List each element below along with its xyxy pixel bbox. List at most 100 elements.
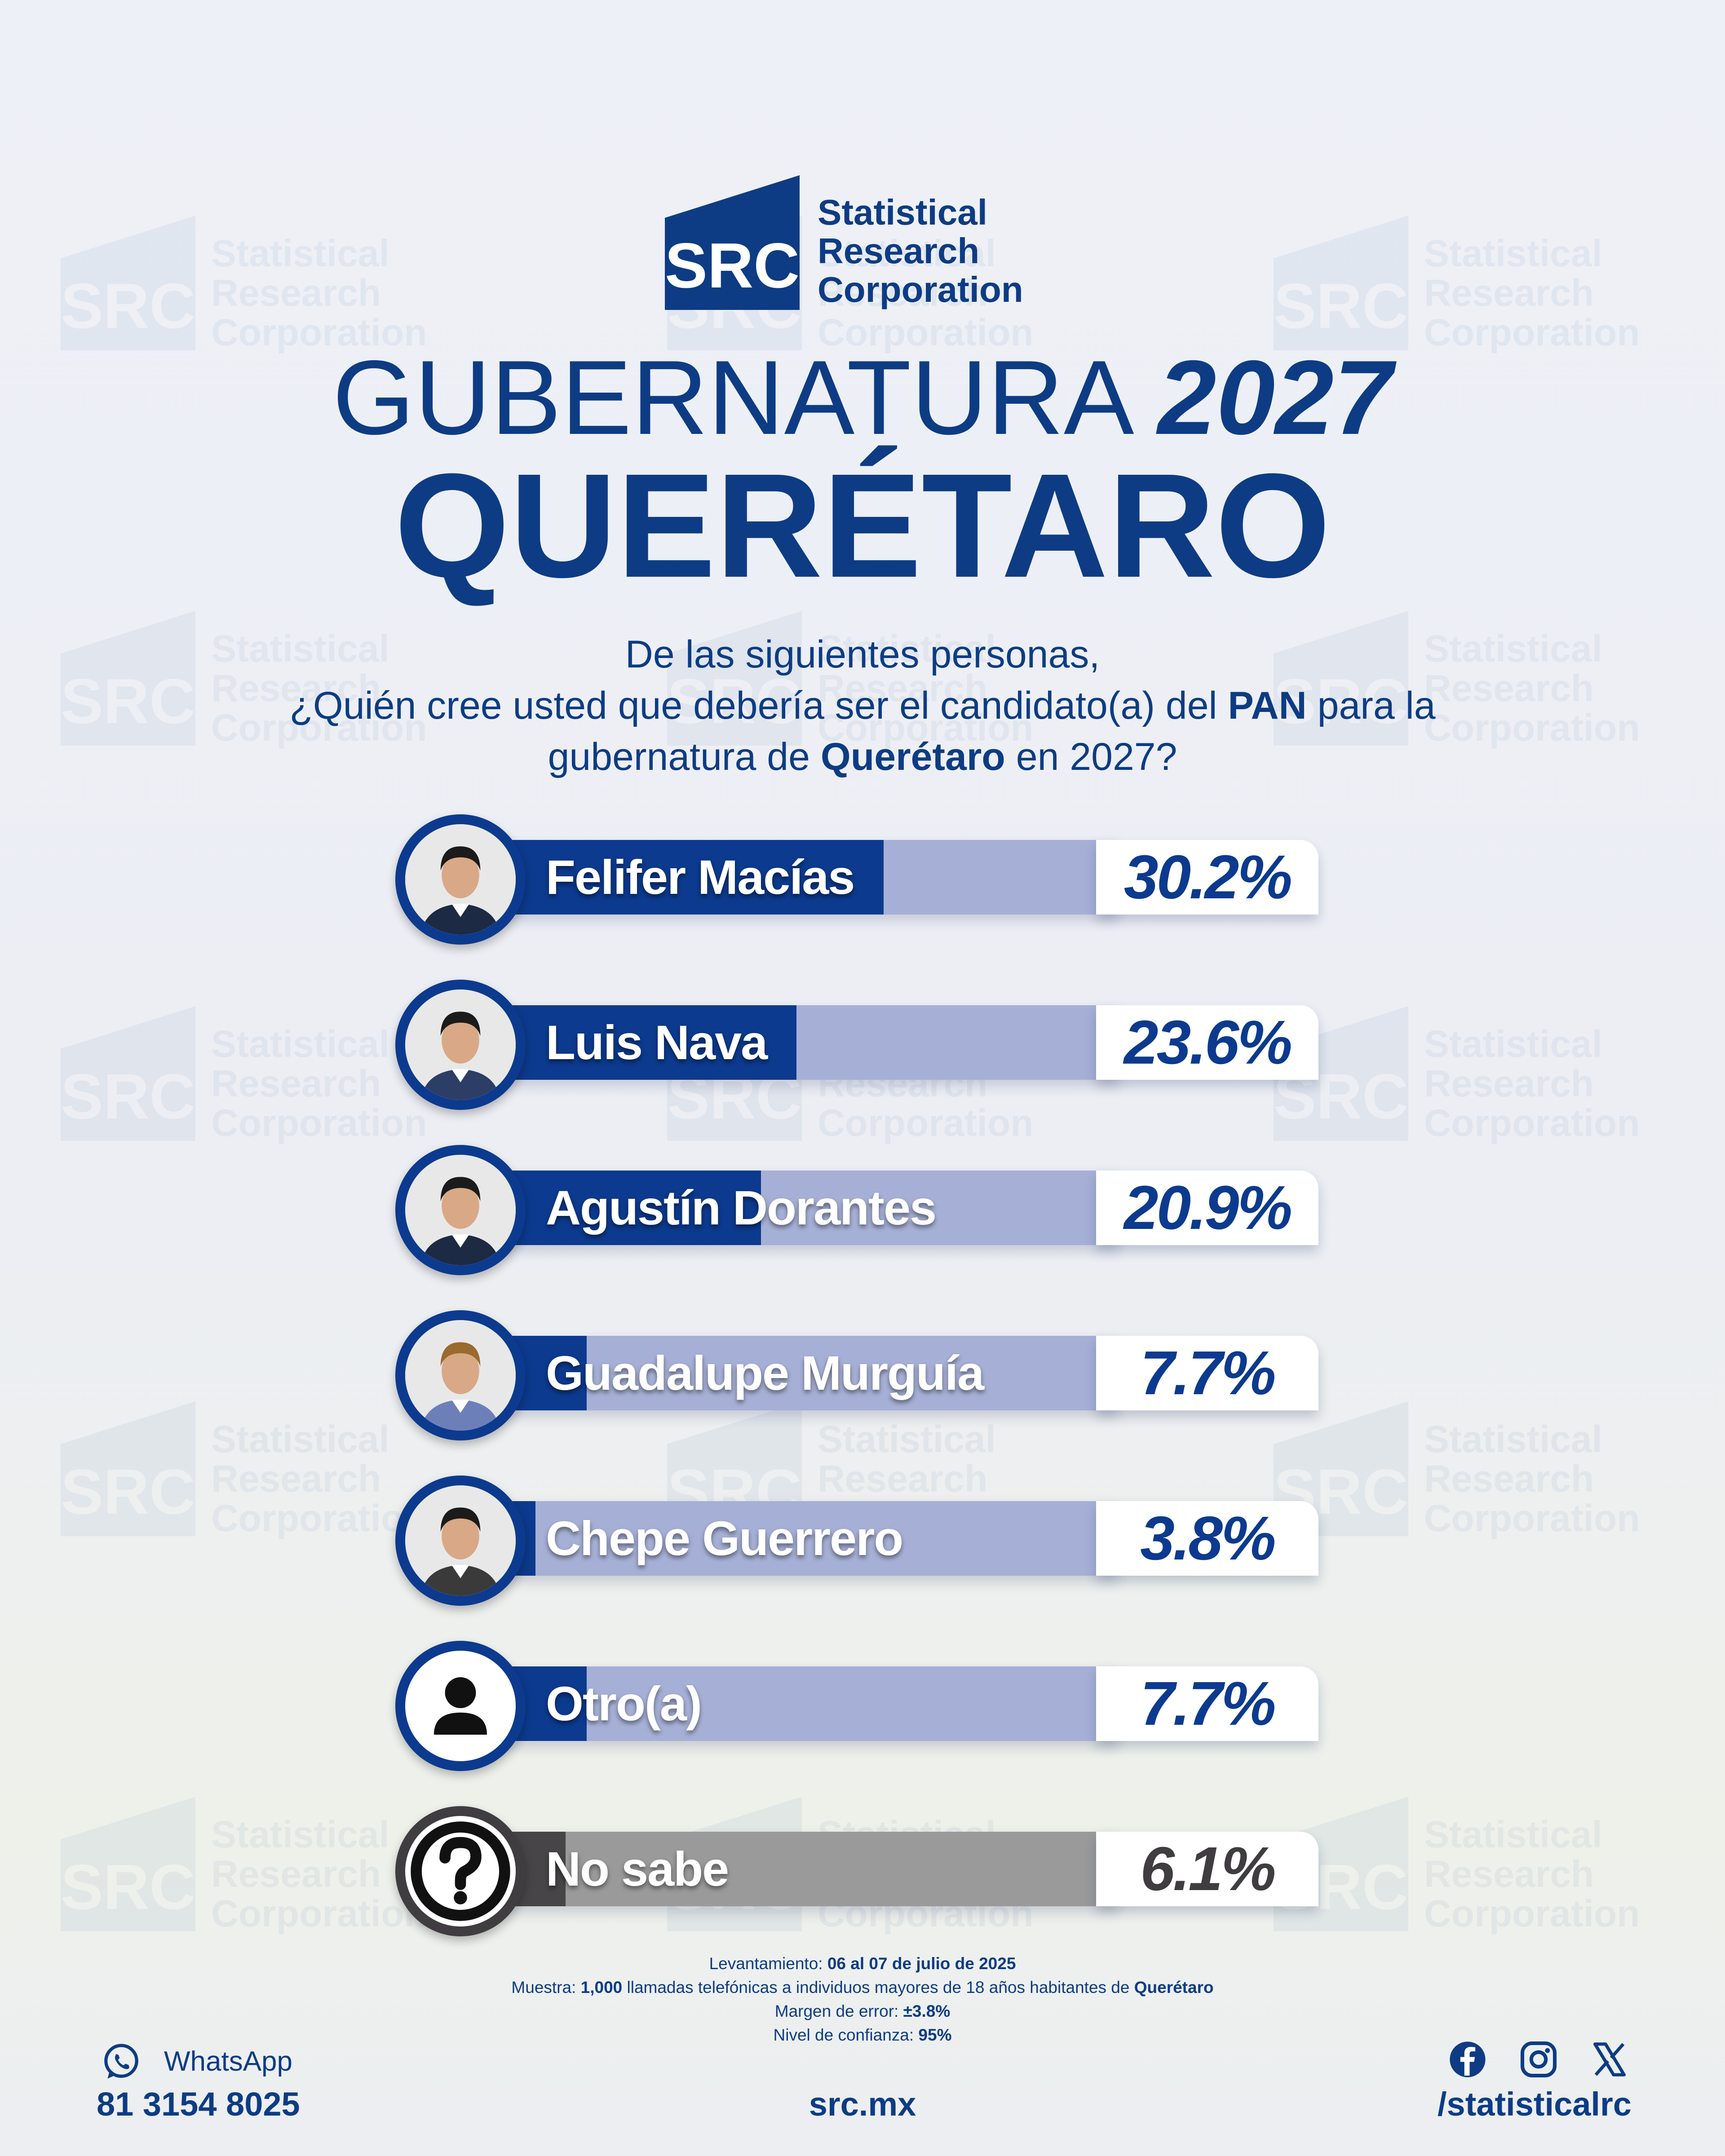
bar-value-label: 3.8% xyxy=(1096,1501,1318,1576)
question-state: Querétaro xyxy=(820,735,1005,778)
watermark-tile-9: SRC Statistical Research Corporation xyxy=(1274,1006,1678,1154)
sample-place: Querétaro xyxy=(1134,1978,1214,1997)
watermark-logo-mark: SRC xyxy=(61,1401,195,1536)
watermark-logo-text: SRC xyxy=(61,1851,195,1923)
survey-dates: Levantamiento: 06 al 07 de julio de 2025 xyxy=(0,1952,1725,1975)
sample-text: llamadas telefónicas a individuos mayore… xyxy=(627,1978,1130,1997)
brand-name-line-3: Corporation xyxy=(818,270,1023,309)
watermark-logo-text: SRC xyxy=(61,270,195,342)
confidence-value: 95% xyxy=(918,2026,952,2044)
avatar-frame xyxy=(405,1320,516,1431)
sample-info: Muestra: 1,000 llamadas telefónicas a in… xyxy=(0,1975,1725,1999)
x-icon[interactable] xyxy=(1589,2039,1630,2080)
bar-value-label: 30.2% xyxy=(1096,840,1318,915)
margin-value: ±3.8% xyxy=(903,2002,951,2020)
bar-label: No sabe xyxy=(546,1842,729,1896)
margin-of-error: Margen de error: ±3.8% xyxy=(0,1999,1725,2023)
watermark-tile-4: SRC Statistical Research Corporation xyxy=(61,611,465,759)
bar-track xyxy=(485,1171,1119,1245)
bar-label: Felifer Macías xyxy=(546,850,855,904)
candidate-photo xyxy=(405,990,516,1100)
bar-row: Guadalupe Murguía 7.7% xyxy=(395,1308,1321,1443)
facebook-icon[interactable] xyxy=(1447,2039,1488,2080)
instagram-icon[interactable] xyxy=(1518,2039,1559,2080)
candidate-photo xyxy=(405,1320,516,1431)
watermark-logo-mark: SRC xyxy=(61,216,195,350)
candidate-photo xyxy=(405,1485,516,1596)
survey-dates-value: 06 al 07 de julio de 2025 xyxy=(827,1954,1016,1973)
src-logo-mark-text: SRC xyxy=(665,230,800,301)
brand-name-line-1: Statistical xyxy=(818,192,987,232)
website-link[interactable]: src.mx xyxy=(809,2085,916,2123)
confidence-level: Nivel de confianza: 95% xyxy=(0,2023,1725,2047)
whatsapp-label[interactable]: WhatsApp xyxy=(164,2046,293,2077)
bar-row: No sabe 6.1% xyxy=(395,1804,1321,1939)
confidence-label: Nivel de confianza: xyxy=(773,2026,914,2044)
watermark-logo-text: SRC xyxy=(61,666,195,737)
bar-value-label: 6.1% xyxy=(1096,1832,1318,1906)
survey-question: De las siguientes personas, ¿Quién cree … xyxy=(0,629,1725,782)
candidate-avatar xyxy=(395,814,526,945)
bar-label: Chepe Guerrero xyxy=(546,1511,903,1565)
watermark-logo-text: SRC xyxy=(1274,666,1408,737)
watermark-logo-mark: SRC xyxy=(1274,611,1408,746)
watermark-logo-mark: SRC xyxy=(1274,216,1408,350)
question-icon xyxy=(411,1821,510,1921)
candidate-avatar xyxy=(395,1145,526,1275)
watermark-logo-text: SRC xyxy=(61,1456,195,1528)
sample-label: Muestra: xyxy=(511,1978,576,1997)
question-line-3-a: gubernatura de xyxy=(548,735,821,778)
question-line-2-b: para la xyxy=(1306,684,1436,727)
whatsapp-icon[interactable] xyxy=(101,2041,142,2082)
question-line-2: ¿Quién cree usted que debería ser el can… xyxy=(0,680,1725,731)
bar-label: Guadalupe Murguía xyxy=(546,1346,984,1400)
avatar-frame xyxy=(405,1816,516,1926)
watermark-logo-mark: SRC xyxy=(667,611,802,746)
title-light: GUBERNATURA xyxy=(332,338,1128,456)
state-title: QUERÉTARO xyxy=(394,442,1331,608)
watermark-logo-text: SRC xyxy=(667,666,802,737)
question-line-3: gubernatura de Querétaro en 2027? xyxy=(0,731,1725,782)
social-handle[interactable]: /statisticalrc xyxy=(1438,2085,1632,2123)
candidate-avatar xyxy=(395,1806,526,1936)
bar-fill xyxy=(485,840,884,915)
bar-label: Otro(a) xyxy=(546,1676,702,1731)
margin-label: Margen de error: xyxy=(774,2002,899,2020)
bar-row: Luis Nava 23.6% xyxy=(395,977,1321,1112)
person-icon xyxy=(433,1677,487,1735)
candidate-avatar xyxy=(395,1310,526,1440)
avatar-frame xyxy=(405,1651,516,1761)
phone-number[interactable]: 81 3154 8025 xyxy=(97,2085,300,2123)
watermark-tile-15: SRC Statistical Research Corporation xyxy=(1274,1797,1678,1945)
avatar-frame xyxy=(405,990,516,1100)
avatar-frame xyxy=(405,1155,516,1265)
sample-value: 1,000 xyxy=(580,1978,623,1997)
watermark-tile-5: SRC Statistical Research Corporation xyxy=(667,611,1071,759)
brand-name-line-2: Research xyxy=(818,231,980,271)
src-logo: SRC Statistical Research Corporation xyxy=(665,175,1069,319)
bar-value-label: 23.6% xyxy=(1096,1005,1318,1080)
avatar-frame xyxy=(405,824,516,935)
watermark-logo-text: SRC xyxy=(61,1061,195,1132)
watermark-tile-10: SRC Statistical Research Corporation xyxy=(61,1401,465,1550)
bar-label: Agustín Dorantes xyxy=(546,1180,937,1235)
bar-row: Otro(a) 7.7% xyxy=(395,1639,1321,1773)
watermark-logo-mark: SRC xyxy=(61,1797,195,1931)
methodology-notes: Levantamiento: 06 al 07 de julio de 2025… xyxy=(0,1952,1725,2047)
src-logo-mark: SRC xyxy=(665,175,800,310)
watermark-logo-mark: SRC xyxy=(61,611,195,746)
bar-row: Chepe Guerrero 3.8% xyxy=(395,1473,1321,1608)
watermark-tile-6: SRC Statistical Research Corporation xyxy=(1274,611,1678,759)
bar-track xyxy=(485,840,1119,915)
watermark-tile-1: SRC Statistical Research Corporation xyxy=(61,216,465,364)
bar-value-label: 20.9% xyxy=(1096,1171,1318,1245)
question-line-3-b: en 2027? xyxy=(1005,735,1177,778)
watermark-tile-13: SRC Statistical Research Corporation xyxy=(61,1797,465,1945)
